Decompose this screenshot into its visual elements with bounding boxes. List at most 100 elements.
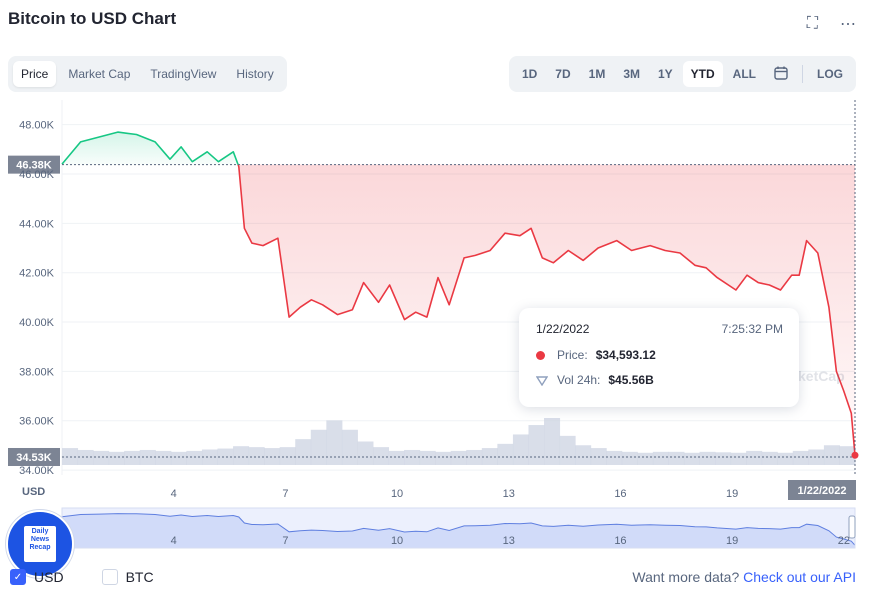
current-price-badge	[8, 447, 60, 466]
navigator-tick-label: 7	[282, 535, 288, 547]
volume-bar	[357, 441, 374, 465]
volume-bar	[186, 450, 203, 465]
current-point	[851, 451, 859, 459]
tab-market-cap[interactable]: Market Cap	[68, 67, 131, 81]
volume-bar	[93, 450, 110, 465]
range-ytd[interactable]: YTD	[682, 61, 723, 87]
volume-bar	[279, 447, 296, 465]
volume-bar	[481, 448, 498, 465]
navigator-tick-label: 16	[614, 535, 626, 547]
tooltip-volume-value: $45.56B	[608, 373, 654, 387]
volume-bar	[761, 451, 778, 465]
tab-history[interactable]: History	[236, 67, 274, 81]
volume-bar	[559, 435, 576, 465]
page-title: Bitcoin to USD Chart	[8, 9, 177, 28]
x-tick-label: 7	[282, 488, 288, 500]
area-above-reference	[62, 132, 239, 165]
fullscreen-icon[interactable]: ⛶	[806, 15, 818, 32]
volume-bar	[388, 450, 405, 465]
range-navigator[interactable]: 4 7 10 13 16 19 22	[61, 507, 856, 549]
btc-checkbox[interactable]	[101, 569, 118, 585]
volume-bar	[683, 452, 701, 465]
tooltip-volume-row: Vol 24h: $45.56B	[535, 373, 654, 387]
y-tick-label: 48.00K	[19, 120, 55, 132]
range-3m[interactable]: 3M	[623, 67, 640, 81]
volume-bar	[777, 452, 794, 465]
tooltip-time: 7:25:32 PM	[721, 322, 783, 336]
usd-checkbox[interactable]: ✓	[10, 569, 26, 585]
calendar-icon[interactable]	[766, 60, 796, 89]
volume-bar	[823, 445, 840, 465]
range-7d[interactable]: 7D	[555, 67, 571, 81]
volume-bar	[606, 450, 623, 465]
volume-bar	[435, 451, 452, 465]
api-promo: Want more data? Check out our API	[632, 569, 856, 585]
range-1y[interactable]: 1Y	[657, 67, 673, 81]
log-toggle[interactable]: LOG	[817, 67, 843, 81]
x-tick-label: 13	[503, 488, 515, 500]
tooltip-volume-label: Vol 24h:	[557, 373, 601, 387]
y-tick-label: 34.00K	[19, 465, 55, 477]
volume-bar	[404, 449, 421, 465]
open-price-label: 46.38K	[16, 160, 52, 172]
price-area	[62, 132, 856, 456]
more-icon[interactable]: ⋯	[840, 16, 856, 33]
usd-label[interactable]: USD	[34, 569, 64, 585]
y-axis-label: USD	[22, 486, 45, 498]
x-axis: 4 7 10 13 16 19	[171, 488, 739, 500]
range-selector: 1D 7D 1M 3M 1Y YTD ALL LOG	[508, 56, 856, 92]
price-line-up	[61, 131, 239, 165]
navigator-tick-label: 22	[838, 535, 850, 547]
api-link[interactable]: Check out our API	[743, 569, 856, 585]
volume-bar	[699, 451, 716, 465]
volume-bar	[512, 434, 529, 465]
y-tick-label: 38.00K	[19, 366, 55, 378]
price-tooltip: 1/22/2022 7:25:32 PM Price: $34,593.12 V…	[519, 308, 799, 407]
navigator-tick-label: 10	[391, 535, 403, 547]
volume-bar	[295, 439, 312, 465]
volume-bar	[217, 448, 234, 465]
y-tick-label: 46.00K	[19, 169, 55, 181]
range-divider	[802, 65, 803, 83]
volume-bar	[668, 451, 685, 465]
navigator-handle	[848, 515, 856, 539]
tooltip-price-value: $34,593.12	[595, 348, 656, 362]
tooltip-price-row: Price: $34,593.12	[536, 348, 656, 362]
volume-icon	[535, 375, 549, 387]
btc-label[interactable]: BTC	[125, 569, 154, 585]
volume-bar	[528, 425, 545, 465]
navigator-area	[62, 513, 855, 548]
volume-bar	[544, 418, 561, 465]
price-chart[interactable]: 46.38K 34.53K 1/22/2022 48.00K 46.00K 44.00K…	[0, 95, 874, 560]
tab-tradingview[interactable]: TradingView	[150, 67, 217, 81]
navigator-tick-label: 13	[503, 535, 515, 547]
volume-bar	[575, 445, 592, 465]
current-price-label: 34.53K	[16, 452, 52, 464]
volume-bar	[792, 450, 809, 465]
currency-toggles: ✓ USD BTC	[10, 569, 154, 585]
y-tick-label: 44.00K	[19, 218, 55, 230]
price-line-down	[237, 164, 856, 456]
volume-bar	[372, 447, 390, 465]
x-tick-label: 16	[614, 488, 626, 500]
volume-bar	[808, 449, 825, 465]
volume-bar	[621, 451, 638, 465]
volume-bar	[341, 429, 358, 465]
volume-bar	[637, 452, 654, 465]
tab-price[interactable]: Price	[13, 61, 57, 87]
volume-bar	[108, 451, 125, 465]
daily-news-recap-logo: Daily News Recap	[6, 510, 74, 578]
volume-bar	[233, 446, 250, 465]
range-all[interactable]: ALL	[732, 67, 756, 81]
navigator-tick-label: 19	[726, 535, 738, 547]
x-tick-label: 19	[726, 488, 738, 500]
area-below-reference	[238, 164, 856, 456]
y-tick-label: 40.00K	[19, 317, 55, 329]
volume-bar	[155, 450, 172, 465]
volume-bar	[248, 447, 265, 465]
open-price-badge	[8, 155, 60, 174]
range-1m[interactable]: 1M	[588, 67, 606, 81]
volume-bar	[730, 452, 747, 465]
top-icons: ⛶ ⋯	[807, 14, 856, 34]
range-1d[interactable]: 1D	[521, 67, 538, 81]
